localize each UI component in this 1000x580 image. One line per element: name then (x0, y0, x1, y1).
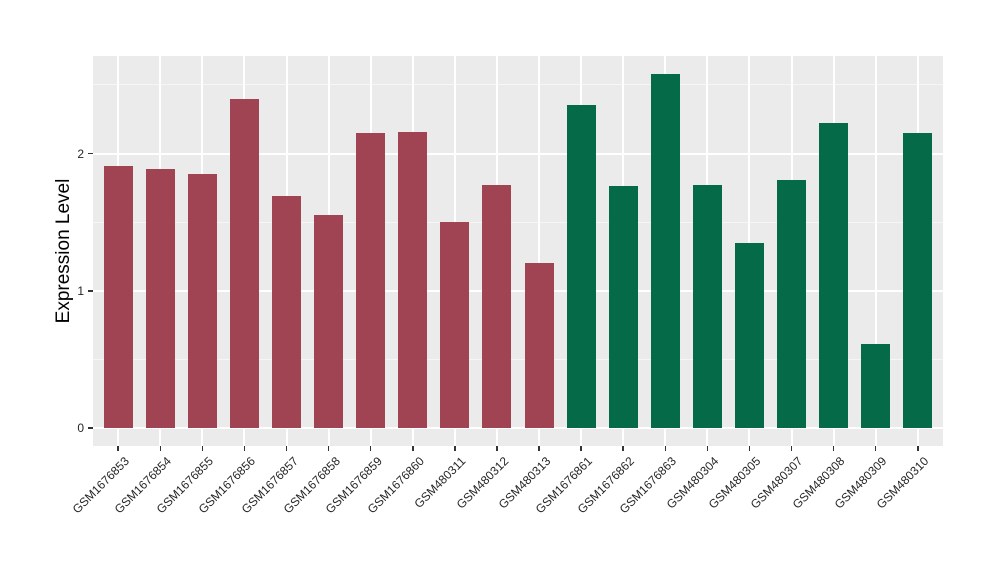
y-tick-label: 0 (77, 421, 84, 436)
gridline-vertical (874, 56, 877, 446)
x-tick-mark (496, 446, 498, 451)
bar-GSM480304 (692, 185, 722, 429)
x-tick-mark (243, 446, 246, 451)
bar-GSM1676863 (650, 73, 680, 429)
bar-GSM480308 (819, 123, 849, 429)
y-tick-label: 1 (77, 283, 84, 298)
bar-GSM1676853 (103, 165, 133, 429)
bar-GSM480313 (524, 263, 554, 429)
bar-GSM1676858 (314, 215, 344, 429)
x-tick-mark (580, 446, 582, 451)
gridline-major (93, 289, 943, 292)
x-tick-mark (369, 446, 372, 451)
bar-GSM1676861 (566, 105, 596, 429)
bar-GSM480305 (734, 242, 764, 429)
bar-GSM1676862 (608, 186, 638, 429)
x-tick-mark (327, 446, 330, 451)
bar-GSM1676854 (145, 168, 175, 429)
bar-GSM1676855 (187, 174, 217, 429)
gridline-minor (93, 358, 943, 360)
bar-GSM1676856 (229, 98, 259, 429)
bar-GSM1676859 (356, 132, 386, 429)
gridline-vertical (538, 56, 541, 446)
bar-GSM1676860 (398, 131, 428, 429)
bar-GSM1676857 (272, 196, 302, 429)
bar-GSM480309 (861, 344, 891, 429)
x-tick-mark (285, 446, 288, 451)
y-tick-mark (87, 427, 93, 429)
gridline-major (93, 152, 943, 155)
bar-GSM480310 (903, 132, 933, 429)
gridline-minor (93, 221, 943, 223)
x-tick-mark (790, 446, 793, 451)
plot-panel (93, 56, 943, 446)
x-tick-mark (917, 446, 919, 451)
x-tick-mark (622, 446, 624, 451)
x-tick-mark (201, 446, 204, 451)
y-tick-mark (87, 152, 93, 155)
bar-GSM480307 (777, 179, 806, 429)
x-tick-mark (159, 446, 162, 451)
x-tick-mark (664, 446, 667, 451)
y-tick-label: 2 (77, 146, 84, 161)
x-tick-mark (538, 446, 540, 451)
bar-GSM480311 (440, 222, 470, 429)
x-tick-mark (832, 446, 835, 451)
x-tick-mark (706, 446, 709, 451)
y-axis-title: Expression Level (53, 178, 74, 324)
gridline-major (93, 427, 943, 430)
x-tick-mark (454, 446, 456, 451)
gridline-minor (93, 84, 943, 86)
y-tick-mark (87, 290, 93, 292)
bar-GSM480312 (482, 185, 512, 429)
x-tick-mark (117, 446, 119, 451)
x-tick-mark (874, 446, 877, 451)
x-tick-mark (748, 446, 751, 451)
x-tick-mark (412, 446, 414, 451)
